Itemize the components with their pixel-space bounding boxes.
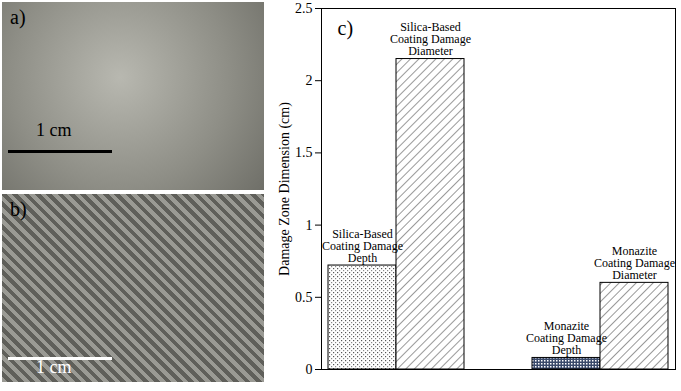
svg-text:2.5: 2.5 [295,1,313,16]
svg-text:1.5: 1.5 [295,145,313,160]
html-text:1 cm: 1 cm [36,357,72,377]
svg-text:Damage Zone Dimension (cm): Damage Zone Dimension (cm) [277,102,293,276]
html-text:a): a) [10,6,26,28]
svg-text:MonaziteCoating DamageDiameter: MonaziteCoating DamageDiameter [594,244,675,282]
svg-text:c): c) [338,17,354,40]
html-text:1 cm: 1 cm [36,120,72,140]
svg-text:1: 1 [306,218,313,233]
svg-text:Silica-BasedCoating DamageDiam: Silica-BasedCoating DamageDiameter [390,20,471,58]
html-text:b): b) [10,198,27,220]
svg-text:0: 0 [306,362,313,377]
svg-text:2: 2 [306,73,313,88]
svg-text:Silica-BasedCoating DamageDept: Silica-BasedCoating DamageDepth [322,227,403,265]
svg-text:MonaziteCoating DamageDepth: MonaziteCoating DamageDepth [526,319,607,357]
svg-text:0.5: 0.5 [295,290,313,305]
